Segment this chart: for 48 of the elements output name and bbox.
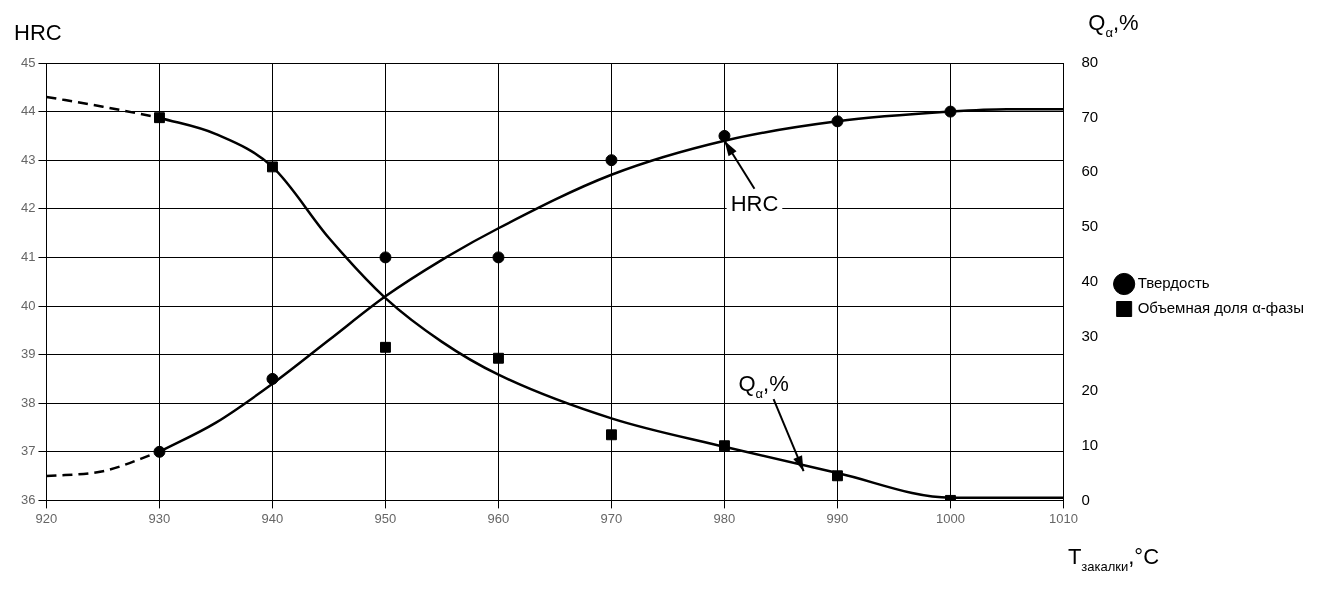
- x-tick-label: 970: [600, 510, 623, 526]
- y-tick-label: 39: [20, 346, 36, 362]
- point: [153, 445, 166, 458]
- x-tick-label: 940: [261, 510, 284, 526]
- point: [605, 154, 618, 167]
- point: [379, 251, 392, 264]
- y2-tick-label: 40: [1081, 271, 1099, 289]
- point: [831, 115, 844, 128]
- y-tick-label: 44: [20, 103, 36, 119]
- y-tick-label: 43: [20, 151, 36, 167]
- y2-tick-label: 0: [1081, 490, 1090, 508]
- x-tick-label: 1010: [1049, 510, 1078, 526]
- point: [380, 341, 391, 353]
- y2-tick-label: 70: [1081, 107, 1099, 125]
- y-tick-label: 36: [20, 491, 36, 507]
- legend-label: Твердость: [1137, 274, 1210, 292]
- point: [492, 251, 505, 264]
- y2-tick-label: 30: [1081, 326, 1099, 344]
- annotation: HRC: [730, 190, 779, 216]
- y2-tick-label: 80: [1081, 53, 1099, 71]
- y-tick-label: 37: [20, 443, 36, 459]
- x-tick-label: 980: [713, 510, 736, 526]
- y2-tick-label: 60: [1081, 162, 1099, 180]
- point: [493, 352, 504, 364]
- point: [154, 112, 165, 124]
- point: [832, 470, 843, 482]
- point: [266, 372, 279, 385]
- y-tick-label: 41: [20, 248, 36, 264]
- y2-tick-label: 50: [1081, 217, 1099, 235]
- x-tick-label: 950: [374, 510, 397, 526]
- x-tick-label: 920: [35, 510, 58, 526]
- y2-tick-label: 20: [1081, 381, 1099, 399]
- point: [606, 429, 617, 441]
- y-tick-label: 42: [20, 200, 36, 216]
- y-axis-title: HRC: [14, 20, 62, 45]
- y-tick-label: 38: [20, 394, 36, 410]
- x-tick-label: 1000: [936, 510, 965, 526]
- y-tick-label: 45: [20, 54, 36, 70]
- y2-tick-label: 10: [1081, 435, 1099, 453]
- x-tick-label: 930: [148, 510, 171, 526]
- y-tick-label: 40: [20, 297, 36, 313]
- point: [267, 161, 278, 173]
- x-tick-label: 960: [487, 510, 510, 526]
- point: [718, 129, 731, 142]
- point: [719, 440, 730, 452]
- x-tick-label: 990: [826, 510, 849, 526]
- legend-label: Объемная доля α-фазы: [1137, 299, 1304, 317]
- point: [944, 105, 957, 118]
